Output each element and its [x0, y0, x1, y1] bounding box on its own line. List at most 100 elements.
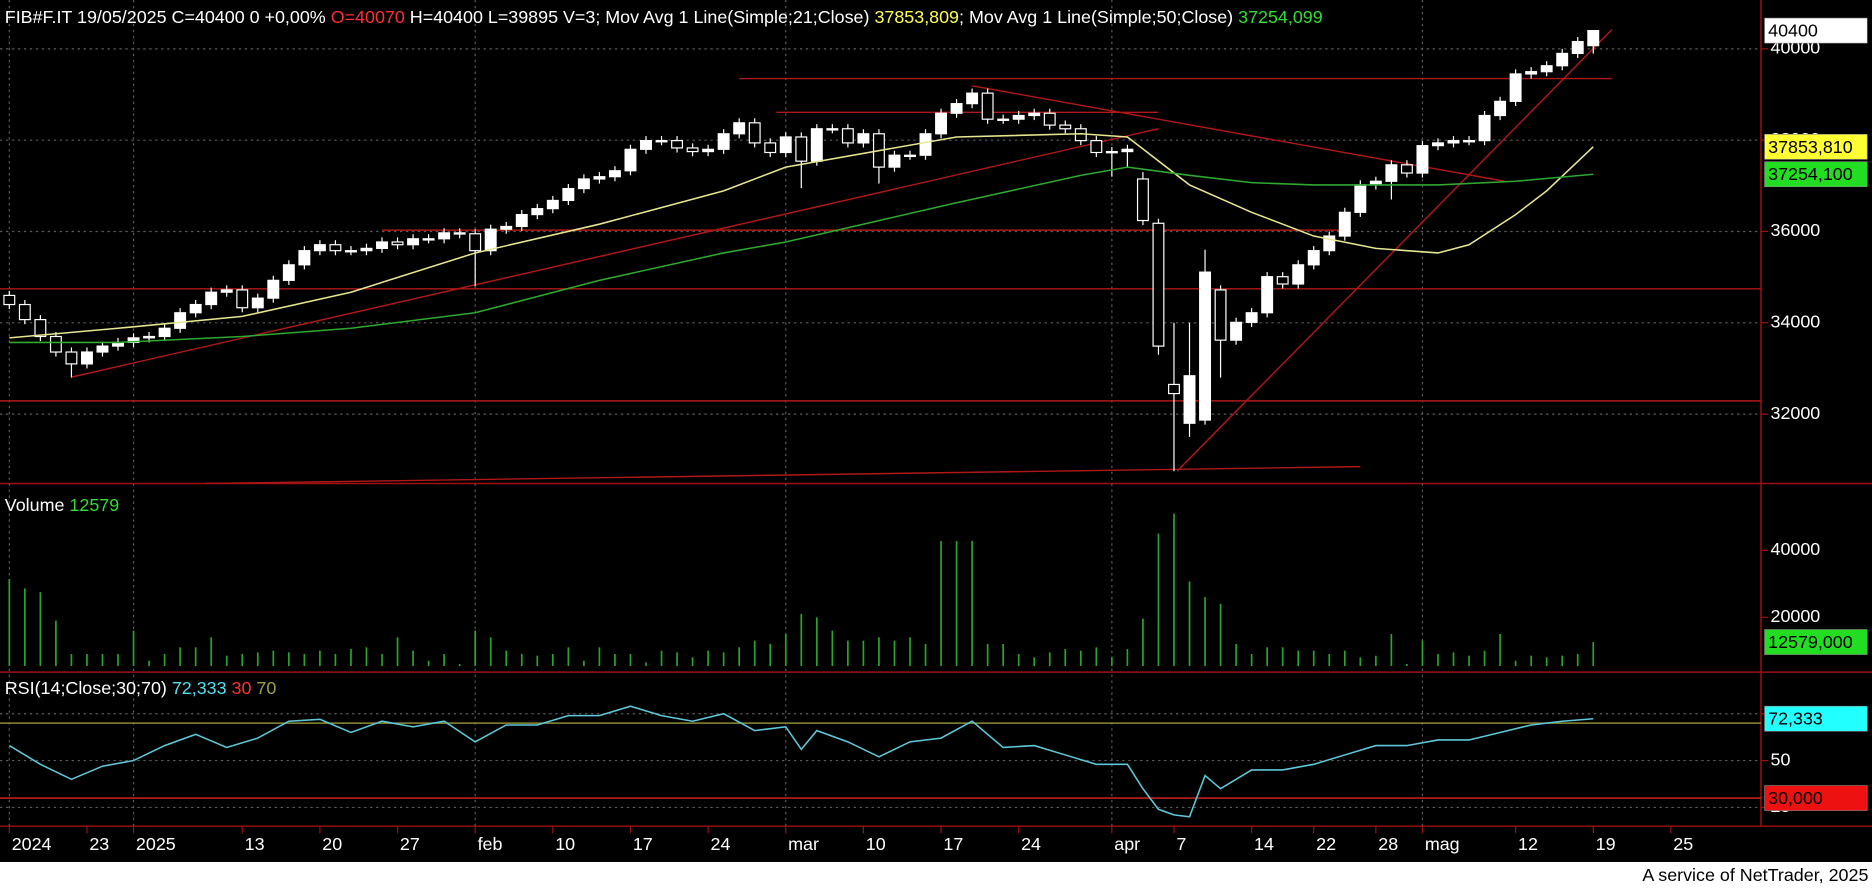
- x-tick-label: 19: [1596, 834, 1616, 854]
- volume-bar: [334, 654, 337, 667]
- footer: A service of NetTrader, 2025: [1642, 865, 1868, 885]
- candle-body: [671, 140, 684, 149]
- volume-bar: [1468, 655, 1470, 667]
- volume-bar: [598, 647, 601, 667]
- volume-bar: [117, 654, 119, 667]
- volume-bar: [536, 655, 539, 667]
- candle-body: [282, 264, 295, 281]
- volume-bar: [1250, 654, 1253, 667]
- candle-body: [80, 351, 93, 365]
- candle-body: [888, 154, 901, 168]
- header-segment: H=40400 L=39895 V=3: [405, 7, 596, 27]
- candle-body: [189, 303, 202, 314]
- header-segment: 70: [256, 678, 276, 698]
- volume-bar: [1204, 597, 1206, 667]
- candle-body: [966, 92, 979, 105]
- y-tick-label: 50: [1771, 749, 1791, 769]
- volume-bar: [505, 650, 508, 667]
- candle-body: [1292, 264, 1305, 285]
- volume-bar: [179, 647, 181, 667]
- volume-bar: [1328, 654, 1331, 667]
- series-line: [9, 166, 1594, 344]
- candle-body: [717, 133, 730, 150]
- volume-bar: [1576, 654, 1579, 667]
- volume-bar: [924, 643, 927, 667]
- candle-body: [733, 122, 746, 135]
- candle-body: [1385, 164, 1398, 182]
- volume-bar: [1079, 650, 1082, 667]
- candle-body: [531, 208, 544, 216]
- plot-area: [0, 705, 1761, 818]
- value-badge: [1764, 785, 1868, 811]
- candle-body: [158, 327, 171, 338]
- y-tick-label: 40000: [1771, 539, 1821, 559]
- candle-body: [34, 319, 47, 338]
- candle-body: [950, 103, 963, 114]
- volume-bar: [909, 637, 911, 667]
- volume-bar: [256, 652, 259, 667]
- candle-body: [1121, 148, 1134, 153]
- value-badge-label: 12579,000: [1768, 632, 1853, 652]
- candle-body: [1136, 178, 1149, 222]
- candle-body: [422, 238, 435, 241]
- candle-body: [686, 147, 699, 153]
- volume-bar: [1421, 640, 1424, 667]
- volume-bar: [1111, 657, 1113, 667]
- volume-bar: [769, 643, 772, 667]
- candle-body: [748, 122, 761, 144]
- y-tick-label: 20000: [1771, 606, 1821, 626]
- header-segment: FIB#F.IT 19/05/2025 C=40400 0 +0,00%: [5, 7, 331, 27]
- volume-bar: [1142, 618, 1144, 667]
- candle-body: [236, 289, 249, 309]
- candle-body: [593, 176, 606, 180]
- candle-body: [1183, 375, 1196, 424]
- volume-bar: [350, 648, 352, 667]
- candle-body: [562, 187, 575, 202]
- volume-bar: [1359, 657, 1362, 667]
- volume-bar: [940, 540, 942, 667]
- candle-body: [1168, 383, 1180, 395]
- volume-bar: [551, 654, 554, 667]
- candle-body: [1245, 312, 1258, 323]
- volume-bar: [567, 647, 570, 667]
- volume-bar: [986, 643, 989, 667]
- candle-body: [779, 136, 792, 154]
- volume-bar: [1545, 657, 1548, 667]
- candle-body: [608, 170, 621, 178]
- candle-body: [484, 228, 497, 252]
- volume-bar: [971, 540, 973, 667]
- volume-bar: [1406, 664, 1408, 667]
- candle-body: [515, 213, 528, 228]
- volume-bar: [1033, 657, 1036, 667]
- header-segment: 37853,809: [874, 7, 959, 27]
- candle-body: [1494, 100, 1507, 117]
- candle-body: [391, 241, 404, 246]
- volume-bar: [163, 654, 166, 667]
- candle-body: [267, 279, 280, 299]
- volume-bar: [39, 592, 42, 667]
- header-segment: Volume: [5, 495, 70, 515]
- volume-bar: [474, 630, 477, 667]
- x-tick-label: feb: [478, 834, 503, 854]
- x-tick-label: 25: [1673, 834, 1693, 854]
- x-tick-label: 10: [866, 834, 886, 854]
- volume-bar: [831, 630, 834, 667]
- volume-bar: [194, 647, 197, 667]
- candle-body: [469, 233, 482, 252]
- candle-body: [1447, 140, 1460, 144]
- x-tick-label: 17: [943, 834, 963, 854]
- candle-body: [438, 232, 451, 240]
- x-tick-label: 14: [1254, 834, 1274, 854]
- volume-bar: [691, 657, 694, 667]
- volume-bar: [225, 655, 228, 667]
- value-badge-label: 30,000: [1768, 788, 1823, 808]
- volume-bar: [1281, 647, 1284, 667]
- value-badge: [1764, 17, 1868, 44]
- background: [0, 0, 1872, 862]
- candle-body: [1432, 142, 1444, 147]
- volume-bar: [784, 633, 787, 667]
- candle-body: [1571, 40, 1584, 55]
- candle-body: [298, 250, 311, 266]
- header-segment: 37254,099: [1238, 7, 1323, 27]
- volume-bar: [272, 650, 275, 667]
